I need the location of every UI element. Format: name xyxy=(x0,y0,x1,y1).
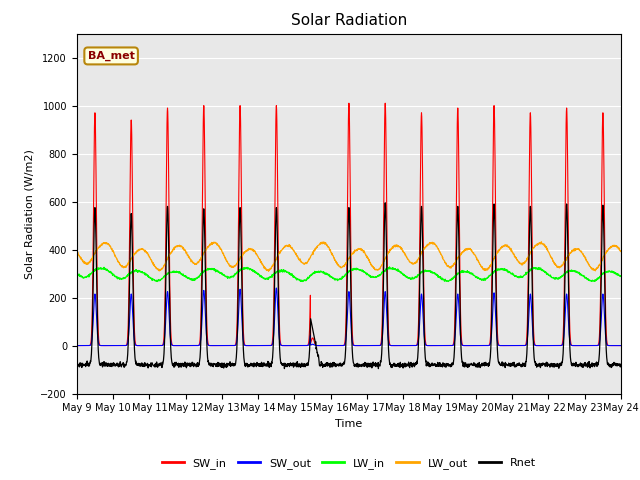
LW_in xyxy=(617,273,625,279)
SW_out xyxy=(291,343,298,348)
LW_in xyxy=(225,275,232,280)
LW_out xyxy=(265,268,273,274)
LW_in xyxy=(73,271,81,276)
Rnet xyxy=(570,360,577,366)
LW_out xyxy=(225,261,232,267)
LW_out xyxy=(376,265,384,271)
LW_in xyxy=(365,272,372,278)
Rnet xyxy=(508,363,515,369)
SW_out xyxy=(73,343,81,348)
Rnet xyxy=(381,200,389,205)
Y-axis label: Solar Radiation (W/m2): Solar Radiation (W/m2) xyxy=(25,149,35,278)
Title: Solar Radiation: Solar Radiation xyxy=(291,13,407,28)
SW_out xyxy=(584,343,592,348)
SW_out xyxy=(570,343,577,348)
SW_out xyxy=(377,342,385,348)
X-axis label: Time: Time xyxy=(335,419,362,429)
Rnet xyxy=(584,362,592,368)
LW_out xyxy=(507,246,515,252)
Text: BA_met: BA_met xyxy=(88,51,134,61)
SW_in xyxy=(570,343,577,348)
LW_out xyxy=(617,248,625,254)
Rnet xyxy=(365,362,372,368)
SW_in xyxy=(377,342,385,348)
SW_in xyxy=(225,343,232,348)
Rnet xyxy=(225,361,232,367)
Line: SW_in: SW_in xyxy=(77,103,621,346)
SW_out xyxy=(273,285,280,291)
SW_in xyxy=(617,343,625,348)
Line: LW_out: LW_out xyxy=(77,242,621,271)
SW_out xyxy=(365,343,372,348)
LW_in xyxy=(584,277,592,283)
Rnet xyxy=(374,366,382,372)
LW_in xyxy=(386,264,394,270)
LW_out xyxy=(570,248,577,253)
SW_in xyxy=(291,343,298,348)
SW_in xyxy=(365,343,372,348)
LW_in xyxy=(444,278,452,284)
Legend: SW_in, SW_out, LW_in, LW_out, Rnet: SW_in, SW_out, LW_in, LW_out, Rnet xyxy=(157,453,540,473)
LW_in xyxy=(508,271,515,276)
SW_out xyxy=(225,343,232,348)
LW_out xyxy=(365,257,372,263)
SW_out xyxy=(617,343,625,348)
LW_out xyxy=(584,260,592,266)
LW_out xyxy=(73,249,81,254)
SW_in xyxy=(73,343,81,348)
LW_out xyxy=(538,239,545,245)
SW_in xyxy=(345,100,353,106)
SW_in xyxy=(508,343,515,348)
Line: Rnet: Rnet xyxy=(77,203,621,369)
LW_in xyxy=(570,268,577,274)
LW_in xyxy=(376,272,384,277)
Rnet xyxy=(617,363,625,369)
Line: SW_out: SW_out xyxy=(77,288,621,346)
Rnet xyxy=(376,358,384,364)
SW_in xyxy=(584,343,592,348)
SW_out xyxy=(508,343,515,348)
Rnet xyxy=(73,359,81,365)
Line: LW_in: LW_in xyxy=(77,267,621,281)
